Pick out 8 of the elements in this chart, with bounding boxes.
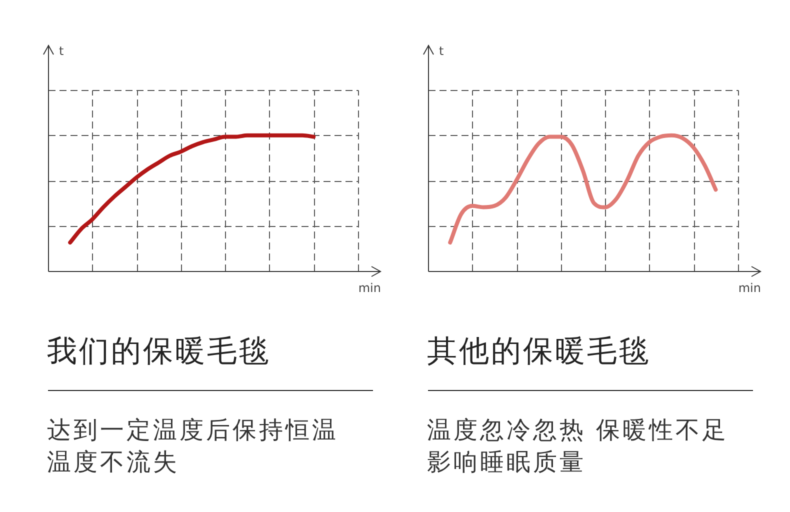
x-axis-title: min [358,281,381,296]
y-axis-title: t [59,44,64,58]
y-axis-title: t [439,44,444,58]
text: 达到一定温度后保持恒温温度不流失 [47,415,340,478]
text: 其他的保暖毛毯 [427,333,651,371]
text: 我们的保暖毛毯 [47,333,271,371]
x-axis-title: min [738,281,761,296]
text: 温度忽冷忽热 保暖性不足影响睡眠质量 [427,415,730,478]
